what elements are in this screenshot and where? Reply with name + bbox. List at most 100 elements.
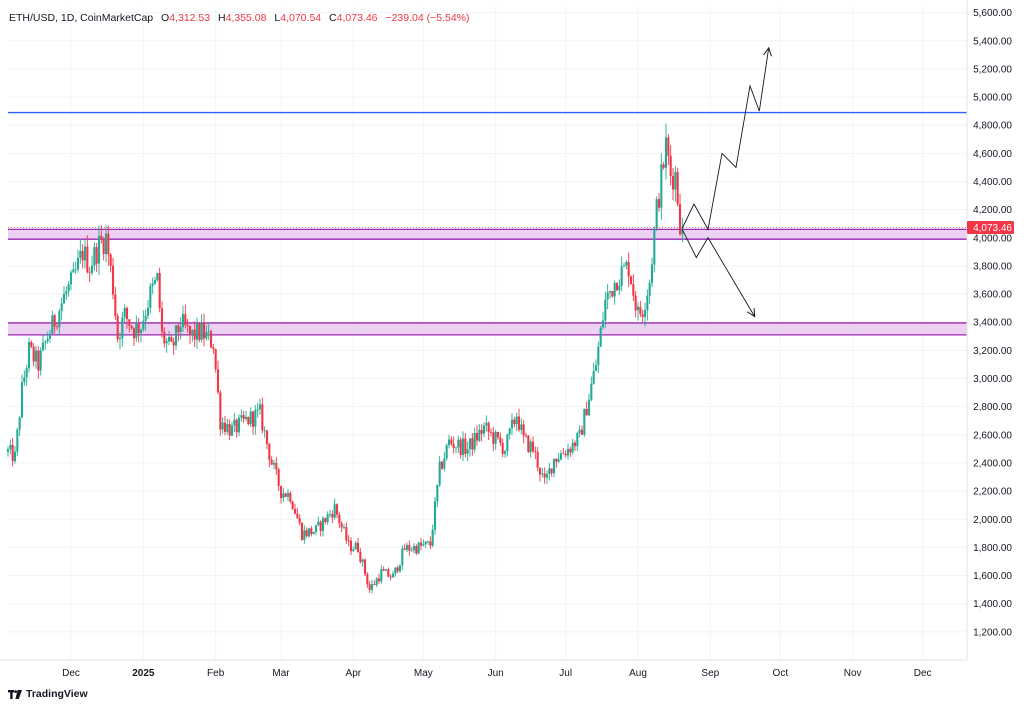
candle-body [314, 525, 318, 532]
tradingview-logo-icon [8, 689, 22, 699]
candle-body [377, 578, 381, 582]
candle-body [459, 439, 462, 455]
candle-body [265, 430, 269, 444]
candle-body [146, 307, 150, 316]
candle-body [646, 295, 649, 311]
candle-body [634, 295, 637, 311]
candle-body [230, 425, 234, 436]
candle-body [202, 322, 206, 339]
candle-body [149, 286, 152, 308]
candle-body [492, 432, 495, 444]
candle-body [97, 235, 101, 264]
candle-body [422, 544, 425, 546]
price-tick-label: 5,600.00 [973, 8, 1012, 19]
candle-body [391, 573, 395, 578]
candle-body [172, 341, 175, 346]
candle-body [62, 294, 66, 304]
candle-body [296, 513, 299, 519]
candle-body [513, 419, 516, 425]
candle-body [270, 459, 273, 465]
candle-body [223, 422, 227, 432]
candle-body [384, 569, 388, 571]
candle-body [79, 250, 82, 258]
candle-body [373, 584, 376, 585]
candle-body [410, 550, 413, 552]
candle-body [219, 392, 222, 430]
candle-body [177, 325, 180, 333]
candle-body [681, 227, 684, 235]
candle-body [272, 462, 276, 465]
candle-body [424, 541, 427, 545]
candle-body [552, 458, 556, 474]
candle-body [501, 442, 504, 454]
current-price-label: 4,073.46 [973, 223, 1012, 234]
time-tick-label: Nov [844, 668, 862, 679]
candle-body [244, 416, 248, 419]
time-tick-label: Apr [346, 668, 362, 679]
time-tick-label: Dec [914, 668, 932, 679]
candle-body [321, 518, 325, 531]
candle-body [583, 409, 586, 435]
candle-body [447, 439, 451, 446]
candle-body [317, 521, 320, 526]
candle-body [417, 542, 420, 554]
candle-body [389, 576, 392, 578]
candle-body [102, 239, 105, 255]
candle-body [485, 422, 488, 426]
time-tick-label: Mar [272, 668, 290, 679]
tradingview-brand[interactable]: TradingView [8, 688, 88, 700]
candle-body [333, 504, 336, 518]
candle-body [111, 265, 115, 295]
candle-body [578, 429, 581, 433]
candle-body [186, 325, 189, 327]
candle-body [247, 416, 250, 425]
candle-body [188, 326, 192, 335]
candle-body [545, 474, 549, 478]
candle-body [676, 171, 679, 205]
candle-body [349, 540, 353, 552]
candle-body [450, 439, 453, 444]
candle-body [412, 546, 416, 551]
candle-body [88, 272, 91, 274]
candle-body [326, 514, 329, 523]
candle-body [601, 320, 605, 328]
candle-body [53, 315, 56, 327]
candle-body [405, 545, 409, 550]
candle-body [466, 449, 469, 454]
price-tick-label: 2,200.00 [973, 487, 1012, 498]
candle-body [298, 518, 301, 523]
candle-body [181, 314, 185, 328]
candle-body [191, 329, 194, 335]
candle-body [445, 445, 448, 459]
candle-body [471, 438, 474, 450]
candle-body [573, 442, 577, 447]
candle-body [629, 276, 633, 285]
candle-body [461, 438, 465, 455]
candle-body [209, 331, 213, 348]
candle-body [107, 233, 110, 255]
candle-body [597, 346, 600, 366]
change-value: −239.04 (−5.54%) [385, 12, 470, 24]
candle-body [592, 370, 595, 384]
candle-body [104, 233, 108, 255]
candle-body [184, 314, 187, 326]
candle-body [522, 424, 525, 436]
projection-arrow-1 [681, 48, 768, 231]
candle-body [46, 338, 49, 342]
candle-body [368, 584, 371, 590]
price-tick-label: 5,200.00 [973, 64, 1012, 75]
candle-body [615, 282, 619, 291]
candle-body [23, 377, 26, 383]
candle-body [160, 308, 164, 332]
candle-body [396, 567, 399, 572]
candle-body [594, 365, 598, 371]
candle-body [531, 441, 535, 452]
candle-body [345, 527, 348, 541]
candle-body [520, 424, 523, 430]
supply-zone-1 [8, 229, 967, 240]
low-value: 4,070.54 [280, 12, 322, 24]
candle-body [415, 546, 418, 554]
candle-body [503, 451, 507, 454]
candle-body [340, 523, 343, 528]
